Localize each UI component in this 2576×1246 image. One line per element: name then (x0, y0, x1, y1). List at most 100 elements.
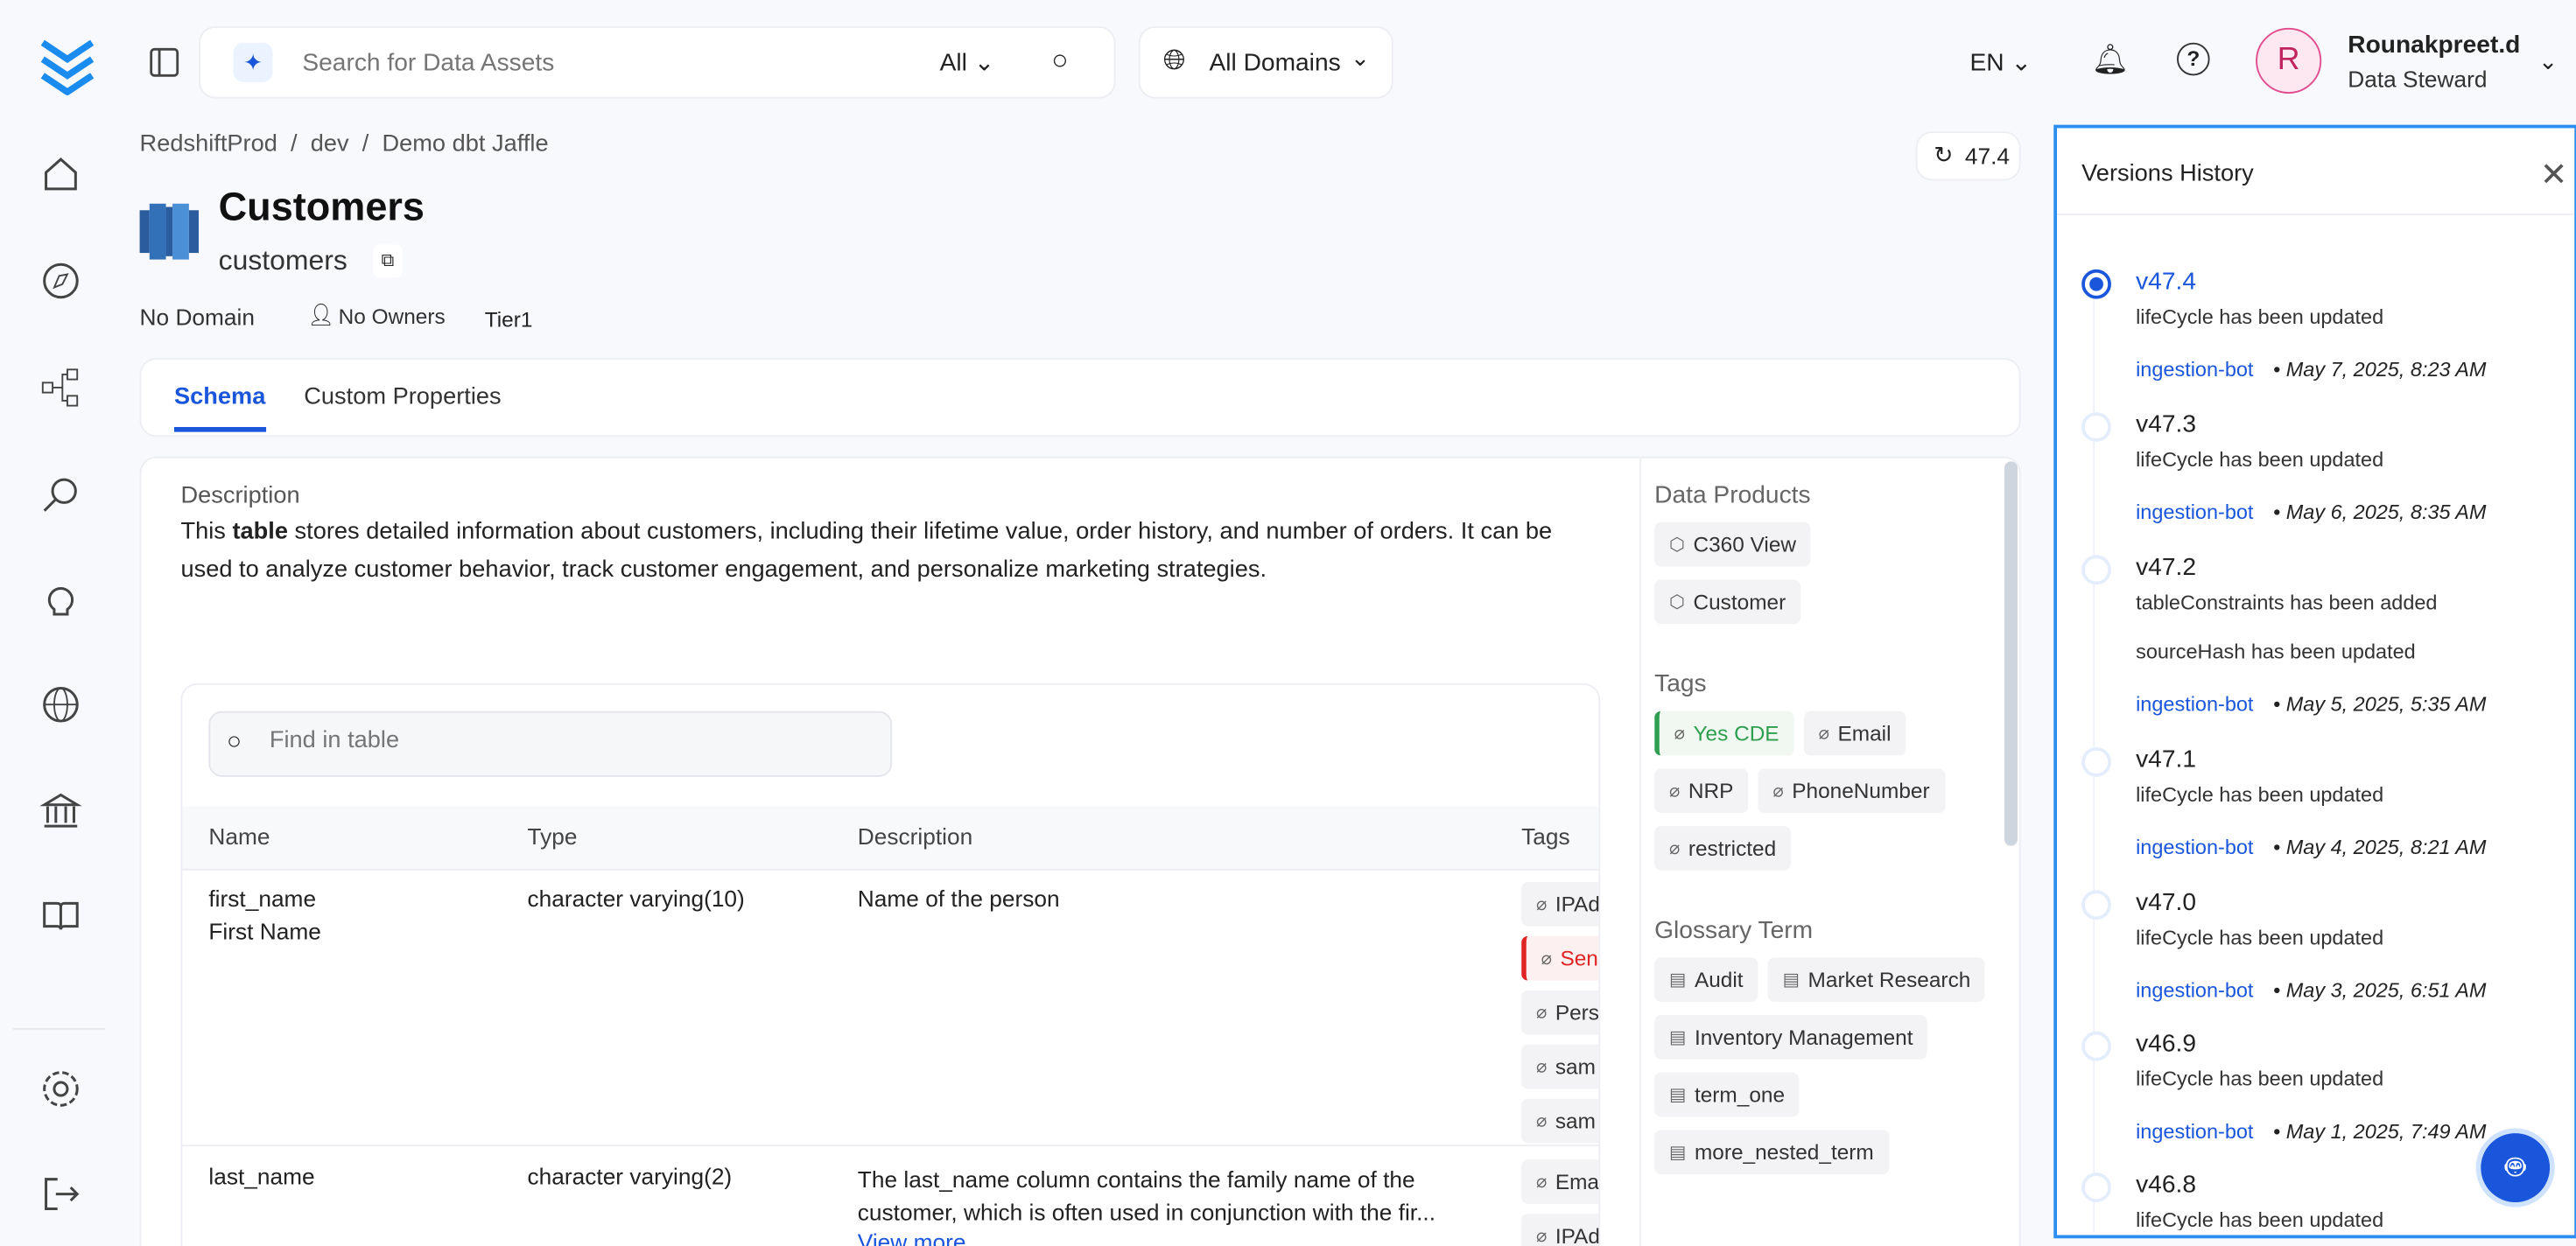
breadcrumb-item[interactable]: dev (310, 131, 349, 158)
glossary-chip[interactable]: ▤ Inventory Management (1654, 1014, 1928, 1060)
chevron-down-icon[interactable]: ⌄ (2537, 47, 2558, 74)
data-product-chip[interactable]: ⬡ C360 View (1654, 522, 1811, 567)
version-item[interactable]: v46.9 lifeCycle has been updated ingestion… (2136, 1029, 2487, 1144)
redshift-icon (139, 203, 200, 260)
governance-icon[interactable] (39, 790, 82, 833)
schema-panel: Description This table stores detailed i… (139, 456, 2021, 1246)
explore-icon[interactable] (39, 260, 82, 303)
version-selected-radio[interactable] (2081, 269, 2111, 299)
page-title: Customers (218, 186, 425, 230)
logout-icon[interactable] (39, 1172, 82, 1215)
tag-chip[interactable]: ⌀ PhoneNumber (1758, 768, 1945, 814)
history-icon: ↻ (1934, 141, 1954, 168)
domain-label[interactable]: No Domain (139, 304, 255, 331)
glossary-chip[interactable]: ▤ term_one (1654, 1072, 1800, 1117)
tag-chip[interactable]: ⌀ IPAd (1521, 1214, 1599, 1246)
search-bar: ✦ All ⌄ ○ (199, 26, 1116, 99)
tab-schema[interactable]: Schema (173, 384, 266, 432)
column-header[interactable]: Type (527, 822, 578, 850)
insights-icon[interactable] (39, 580, 82, 623)
domains-icon[interactable] (39, 683, 82, 726)
column-description: Name of the person (857, 885, 1060, 912)
column-type: character varying(2) (527, 1162, 733, 1189)
glossary-chip[interactable]: ▤ more_nested_term (1654, 1130, 1889, 1175)
data-product-chip[interactable]: ⬡ Customer (1654, 579, 1801, 625)
book-icon: ▤ (1669, 970, 1687, 990)
version-item[interactable]: v47.3 lifeCycle has been updated ingestion… (2136, 410, 2487, 524)
version-radio[interactable] (2081, 1031, 2111, 1061)
tag-chip[interactable]: ⌀ Sen (1521, 935, 1599, 981)
chatbot-icon[interactable]: 🤖︎ (2475, 1128, 2555, 1208)
glossary-icon[interactable] (39, 895, 82, 938)
tag-chip[interactable]: ⌀ NRP (1654, 768, 1749, 814)
tag-chip[interactable]: ⌀ Pers (1521, 990, 1599, 1035)
copy-icon[interactable]: ⧉ (373, 244, 403, 278)
observability-icon[interactable] (39, 473, 82, 516)
search-icon[interactable]: ○ (1051, 44, 1069, 76)
version-item[interactable]: v47.2 tableConstraints has been added sour… (2136, 553, 2487, 717)
table-row: last_name character varying(2) The last_… (182, 1146, 1599, 1246)
version-item[interactable]: v47.0 lifeCycle has been updated ingestion… (2136, 888, 2487, 1002)
bell-icon[interactable]: 🔔︎ (2091, 42, 2130, 76)
version-radio[interactable] (2081, 412, 2111, 442)
tags-label: Tags (1654, 669, 1707, 698)
tab-custom-properties[interactable]: Custom Properties (304, 384, 502, 411)
avatar[interactable]: R (2256, 27, 2322, 94)
entity-name: customers (218, 244, 347, 276)
user-icon: 👤︎ (306, 302, 334, 327)
settings-icon[interactable] (39, 1068, 82, 1110)
help-icon[interactable]: ? (2177, 42, 2210, 76)
table-search: ○ (208, 710, 893, 777)
search-icon: ○ (227, 727, 242, 756)
tier-label[interactable]: Tier1 (484, 306, 533, 332)
user-role: Data Steward (2348, 66, 2488, 93)
column-name: last_name (208, 1162, 315, 1189)
tag-chip[interactable]: ⌀ Email (1803, 710, 1906, 756)
version-item[interactable]: v47.1 lifeCycle has been updated ingestion… (2136, 746, 2487, 859)
glossary-chip[interactable]: ▤ Audit (1654, 957, 1758, 1002)
column-header[interactable]: Description (857, 822, 973, 850)
logo-icon (40, 39, 95, 95)
entity-info-panel: Data Products ⬡ C360 View ⬡ Customer Tags … (1639, 458, 2016, 1246)
column-header[interactable]: Tags (1521, 822, 1570, 850)
globe-icon: 🌐︎ (1162, 44, 1186, 76)
search-input[interactable] (298, 40, 897, 84)
column-tags: ⌀ IPAd ⌀ Sen ⌀ Pers ⌀ sam ⌀ sam (1521, 881, 1599, 1153)
column-display-name: First Name (208, 918, 321, 945)
tag-chip[interactable]: ⌀ Ema (1521, 1159, 1599, 1204)
tag-chip[interactable]: ⌀ Yes CDE (1654, 710, 1794, 756)
table-search-input[interactable] (266, 725, 865, 756)
user-name: Rounakpreet.d (2348, 31, 2521, 60)
breadcrumb-item[interactable]: RedshiftProd (139, 131, 277, 158)
version-radio[interactable] (2081, 747, 2111, 777)
version-button[interactable]: ↻ 47.4 (1915, 131, 2021, 181)
glossary-chip[interactable]: ▤ Market Research (1767, 957, 1986, 1002)
version-radio[interactable] (2081, 1172, 2111, 1202)
version-item[interactable]: v46.8 lifeCycle has been updated (2136, 1171, 2384, 1230)
language-label: EN (1969, 49, 2004, 78)
tag-chip[interactable]: ⌀ sam (1521, 1098, 1599, 1144)
language-select[interactable]: EN ⌄ (1969, 49, 2032, 78)
schema-table: ○ Name Type Description Tags first_name … (180, 682, 1601, 1246)
scrollbar[interactable] (2004, 461, 2018, 846)
tag-chip[interactable]: ⌀ restricted (1654, 826, 1792, 871)
column-header[interactable]: Name (208, 822, 270, 850)
view-more-link[interactable]: View more (857, 1228, 966, 1246)
tag-chip[interactable]: ⌀ IPAd (1521, 881, 1599, 927)
owners-label[interactable]: No Owners (338, 304, 446, 329)
description-text: This table stores detailed information a… (180, 519, 1553, 584)
cube-icon: ⬡ (1669, 592, 1686, 613)
breadcrumb-item[interactable]: Demo dbt Jaffle (382, 131, 549, 158)
ai-sparkle-icon[interactable]: ✦ (233, 42, 273, 82)
sidebar-toggle-icon[interactable] (148, 46, 181, 80)
table-row: first_name First Name character varying(… (182, 869, 1599, 1147)
search-scope-select[interactable]: All ⌄ (939, 49, 995, 78)
close-icon[interactable]: ✕ (2539, 158, 2568, 194)
domain-select[interactable]: 🌐︎ All Domains ⌄ (1138, 26, 1393, 99)
lineage-icon[interactable] (39, 367, 82, 410)
version-item[interactable]: v47.4 lifeCycle has been updated ingestion… (2136, 267, 2487, 382)
home-icon[interactable] (39, 153, 82, 196)
version-radio[interactable] (2081, 890, 2111, 920)
tag-chip[interactable]: ⌀ sam (1521, 1044, 1599, 1089)
version-radio[interactable] (2081, 555, 2111, 585)
